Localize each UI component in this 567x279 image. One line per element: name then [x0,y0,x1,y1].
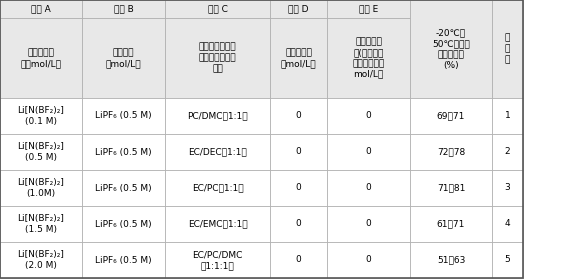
Text: 组分 C: 组分 C [208,4,227,13]
Bar [82,242,165,278]
Text: 0: 0 [366,220,371,229]
Text: LiPF₆ (0.5 M): LiPF₆ (0.5 M) [95,256,152,264]
Bar [270,98,327,134]
Text: Li[N(BF₂)₂]
(2.0 M): Li[N(BF₂)₂] (2.0 M) [18,250,65,270]
Bar [410,98,492,134]
Bar [270,0,327,18]
Bar [492,242,523,278]
Bar [327,0,410,18]
Text: 0: 0 [295,220,302,229]
Text: 组分 A: 组分 A [31,4,51,13]
Bar [410,242,492,278]
Text: 3: 3 [505,184,510,193]
Text: 高电压添加
剂(电解液中
的摩尔浓度，
mol/L）: 高电压添加 剂(电解液中 的摩尔浓度， mol/L） [352,37,384,79]
Bar [165,170,270,206]
Text: 0: 0 [295,112,302,121]
Text: Li[N(BF₂)₂]
(0.1 M): Li[N(BF₂)₂] (0.1 M) [18,106,65,126]
Bar [0,98,82,134]
Text: 0: 0 [295,184,302,193]
Bar [270,170,327,206]
Bar [327,242,410,278]
Bar [165,242,270,278]
Bar [410,134,492,170]
Bar [327,134,410,170]
Bar [82,170,165,206]
Text: -20℃与
50℃时电池
容量百分率
(%): -20℃与 50℃时电池 容量百分率 (%) [432,28,470,70]
Text: 0: 0 [366,184,371,193]
Text: LiPF₆ (0.5 M): LiPF₆ (0.5 M) [95,148,152,157]
Text: 含双硼亚胺
锂（mol/L）: 含双硼亚胺 锂（mol/L） [20,48,61,68]
Text: 其他锂盐
（mol/L）: 其他锂盐 （mol/L） [105,48,141,68]
Bar [492,98,523,134]
Bar [410,0,492,98]
Text: 69；71: 69；71 [437,112,465,121]
Text: 0: 0 [295,256,302,264]
Bar [165,98,270,134]
Text: 功能添加剂
（mol/L）: 功能添加剂 （mol/L） [281,48,316,68]
Bar [270,242,327,278]
Text: 组分 E: 组分 E [359,4,378,13]
Text: 4: 4 [505,220,510,229]
Text: EC/DEC（1:1）: EC/DEC（1:1） [188,148,247,157]
Bar [0,206,82,242]
Bar [492,0,523,98]
Bar [82,18,165,98]
Bar [82,134,165,170]
Bar [327,98,410,134]
Bar [410,170,492,206]
Text: 51；63: 51；63 [437,256,465,264]
Bar [82,206,165,242]
Bar [165,0,270,18]
Bar [492,170,523,206]
Bar [492,134,523,170]
Bar [165,134,270,170]
Bar [270,18,327,98]
Text: 溶剂（电解液中
各种溶剂的体积
比）: 溶剂（电解液中 各种溶剂的体积 比） [198,43,236,73]
Text: Li[N(BF₂)₂]
(0.5 M): Li[N(BF₂)₂] (0.5 M) [18,142,65,162]
Bar [0,18,82,98]
Text: 71；81: 71；81 [437,184,465,193]
Text: LiPF₆ (0.5 M): LiPF₆ (0.5 M) [95,220,152,229]
Text: LiPF₆ (0.5 M): LiPF₆ (0.5 M) [95,184,152,193]
Text: 0: 0 [366,112,371,121]
Bar [0,134,82,170]
Text: 0: 0 [295,148,302,157]
Bar [410,206,492,242]
Bar [327,18,410,98]
Bar [270,134,327,170]
Bar [165,18,270,98]
Bar [82,0,165,18]
Text: EC/EMC（1:1）: EC/EMC（1:1） [188,220,247,229]
Bar [82,98,165,134]
Text: EC/PC/DMC
（1:1:1）: EC/PC/DMC （1:1:1） [192,250,243,270]
Bar [327,170,410,206]
Text: 实
施
例: 实 施 例 [505,34,510,64]
Text: PC/DMC（1:1）: PC/DMC（1:1） [187,112,248,121]
Bar [327,206,410,242]
Bar [270,206,327,242]
Text: Li[N(BF₂)₂]
(1.0M): Li[N(BF₂)₂] (1.0M) [18,178,65,198]
Bar [0,170,82,206]
Bar [0,242,82,278]
Text: 72；78: 72；78 [437,148,465,157]
Bar [492,206,523,242]
Text: 组分 D: 组分 D [288,4,309,13]
Text: 5: 5 [505,256,510,264]
Text: 0: 0 [366,148,371,157]
Text: EC/PC（1:1）: EC/PC（1:1） [192,184,243,193]
Bar [165,206,270,242]
Text: 组分 B: 组分 B [113,4,133,13]
Bar [0,0,82,18]
Text: 61；71: 61；71 [437,220,465,229]
Text: 2: 2 [505,148,510,157]
Text: 1: 1 [505,112,510,121]
Text: 0: 0 [366,256,371,264]
Text: Li[N(BF₂)₂]
(1.5 M): Li[N(BF₂)₂] (1.5 M) [18,214,65,234]
Text: LiPF₆ (0.5 M): LiPF₆ (0.5 M) [95,112,152,121]
